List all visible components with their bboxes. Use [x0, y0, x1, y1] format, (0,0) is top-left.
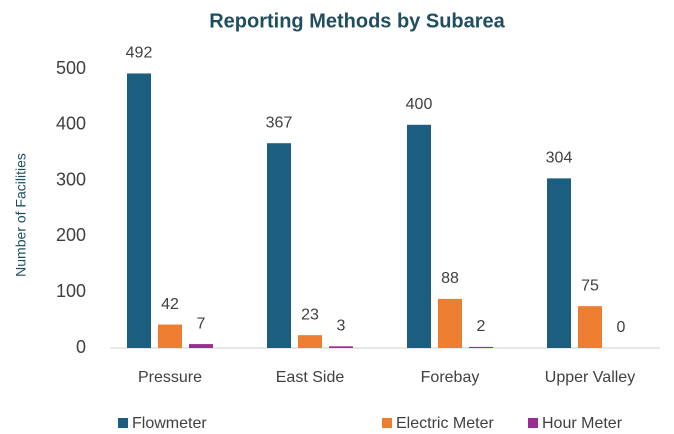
- data-label: 88: [441, 270, 459, 287]
- data-label: 3: [337, 318, 346, 335]
- bar: [158, 324, 182, 348]
- bar: [547, 178, 571, 348]
- data-label: 0: [617, 319, 626, 336]
- bar: [298, 335, 322, 348]
- legend-label: Flowmeter: [132, 415, 207, 432]
- data-label: 492: [126, 45, 153, 62]
- legend-label: Electric Meter: [396, 415, 494, 432]
- y-tick-label: 100: [56, 281, 86, 301]
- y-axis-label: Number of Facilities: [13, 153, 29, 277]
- data-label: 75: [581, 277, 599, 294]
- legend-swatch: [528, 418, 538, 428]
- chart-title: Reporting Methods by Subarea: [209, 10, 505, 32]
- legend-label: Hour Meter: [542, 415, 623, 432]
- y-tick-label: 500: [56, 58, 86, 78]
- data-label: 304: [546, 150, 573, 167]
- data-label: 42: [161, 296, 179, 313]
- bar: [329, 346, 353, 348]
- bar: [578, 306, 602, 348]
- y-tick-label: 0: [76, 337, 86, 357]
- data-label: 7: [197, 315, 206, 332]
- x-tick-label: East Side: [276, 369, 345, 386]
- y-tick-label: 200: [56, 225, 86, 245]
- x-tick-label: Upper Valley: [545, 369, 635, 386]
- data-label: 23: [301, 306, 319, 323]
- y-tick-label: 300: [56, 169, 86, 189]
- bar: [407, 124, 431, 348]
- legend-swatch: [118, 418, 128, 428]
- y-tick-label: 400: [56, 114, 86, 134]
- bar: [267, 143, 291, 348]
- data-label: 400: [406, 96, 433, 113]
- bar: [127, 73, 151, 349]
- bar: [189, 344, 213, 348]
- bar: [469, 346, 493, 348]
- data-label: 2: [477, 318, 486, 335]
- data-label: 367: [266, 114, 293, 131]
- x-tick-label: Forebay: [421, 369, 480, 386]
- bar: [438, 298, 462, 348]
- x-tick-label: Pressure: [138, 369, 202, 386]
- legend-swatch: [382, 418, 392, 428]
